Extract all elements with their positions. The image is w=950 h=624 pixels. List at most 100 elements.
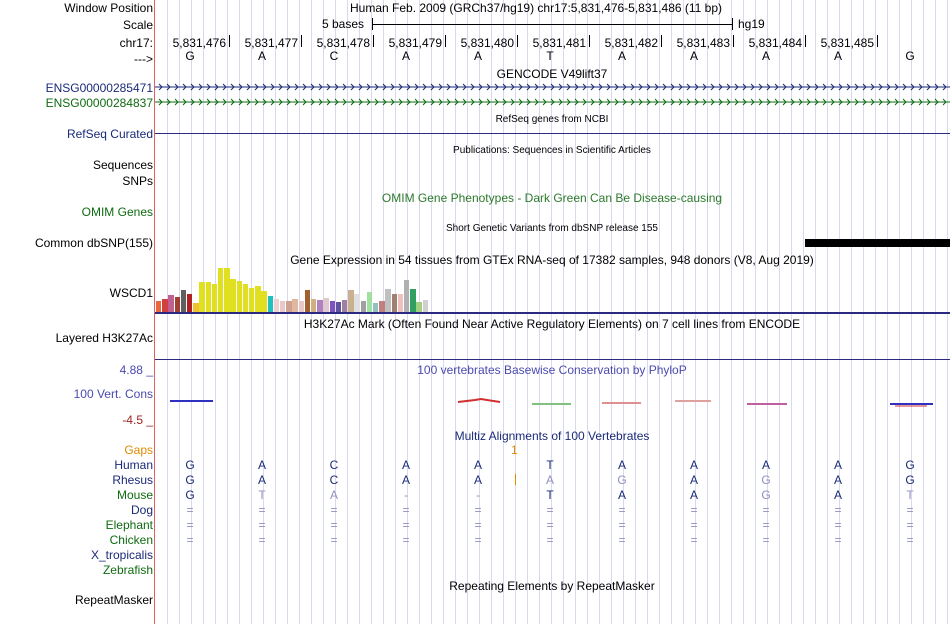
gtex-tissue-bar[interactable]	[174, 297, 180, 312]
repeat-title[interactable]: Repeating Elements by RepeatMasker	[449, 579, 655, 593]
assembly-title[interactable]: Human Feb. 2009 (GRCh37/hg19) chr17:5,83…	[350, 1, 723, 15]
gtex-tissue-bar[interactable]	[379, 301, 385, 312]
gtex-tissue-bar[interactable]	[323, 298, 329, 312]
gtex-label[interactable]: WSCD1	[109, 286, 153, 300]
gtex-tissue-bar[interactable]	[187, 294, 193, 312]
gtex-tissue-bar[interactable]	[342, 300, 348, 312]
species-base: =	[402, 518, 410, 532]
species-base: A	[617, 488, 626, 502]
omim-title[interactable]: OMIM Gene Phenotypes - Dark Green Can Be…	[381, 191, 723, 205]
gtex-tissue-bar[interactable]	[385, 289, 391, 312]
species-base: A	[689, 458, 698, 472]
gencode-gene-1-label[interactable]: ENSG00000285471	[45, 81, 153, 95]
refseq-label[interactable]: RefSeq Curated	[66, 127, 153, 141]
repeat-label[interactable]: RepeatMasker	[74, 593, 153, 607]
reference-base: G	[905, 49, 915, 63]
species-base: =	[618, 533, 626, 547]
pubs-title[interactable]: Publications: Sequences in Scientific Ar…	[453, 145, 651, 156]
refseq-title[interactable]: RefSeq genes from NCBI	[495, 114, 609, 125]
species-label[interactable]: X_tropicalis	[90, 548, 153, 562]
species-base: T	[546, 488, 554, 502]
gtex-tissue-bar[interactable]	[255, 286, 261, 312]
gtex-tissue-bar[interactable]	[230, 279, 236, 312]
species-label[interactable]: Mouse	[116, 488, 153, 502]
gtex-tissue-bar[interactable]	[360, 301, 366, 312]
coordinate-tick	[733, 35, 734, 47]
gtex-tissue-bar[interactable]	[304, 290, 311, 312]
species-label[interactable]: Chicken	[109, 533, 153, 547]
gtex-tissue-bar[interactable]	[317, 300, 323, 312]
species-base: =	[906, 503, 914, 517]
gtex-tissue-bar[interactable]	[199, 282, 205, 312]
gtex-tissue-bar[interactable]	[249, 288, 255, 312]
coordinate-tick	[301, 35, 302, 47]
gtex-tissue-bar[interactable]	[218, 268, 224, 312]
species-label[interactable]: Rhesus	[112, 473, 153, 487]
species-base: A	[833, 458, 842, 472]
gaps-label[interactable]: Gaps	[124, 443, 153, 457]
species-label[interactable]: Dog	[130, 503, 153, 517]
gtex-tissue-bar[interactable]	[292, 299, 298, 312]
gtex-tissue-bar[interactable]	[193, 303, 199, 312]
gtex-tissue-bar[interactable]	[273, 299, 280, 312]
gtex-tissue-bar[interactable]	[286, 301, 292, 312]
species-base: =	[402, 503, 410, 517]
gtex-tissue-bar[interactable]	[410, 289, 416, 312]
gtex-tissue-bar[interactable]	[236, 281, 242, 312]
gtex-tissue-bar[interactable]	[298, 301, 304, 312]
gtex-tissue-bar[interactable]	[224, 268, 230, 312]
gtex-tissue-bar[interactable]	[354, 294, 360, 312]
snps-label[interactable]: SNPs	[122, 174, 153, 188]
gtex-tissue-bar[interactable]	[261, 291, 267, 312]
omim-label[interactable]: OMIM Genes	[81, 205, 153, 219]
gtex-tissue-bar[interactable]	[366, 292, 373, 312]
gtex-tissue-bar[interactable]	[242, 284, 249, 312]
species-base: G	[185, 488, 195, 502]
phylop-title[interactable]: 100 vertebrates Basewise Conservation by…	[417, 363, 687, 377]
gencode-title[interactable]: GENCODE V49lift37	[496, 67, 608, 81]
gtex-tissue-bar[interactable]	[267, 296, 273, 312]
gtex-tissue-bar[interactable]	[404, 280, 410, 312]
gtex-tissue-bar[interactable]	[391, 294, 397, 312]
gtex-tissue-bar[interactable]	[416, 302, 422, 312]
species-base: G	[905, 473, 915, 487]
gtex-tissue-bar[interactable]	[180, 290, 187, 312]
gtex-tissue-bar[interactable]	[422, 300, 428, 312]
gtex-tissue-bar[interactable]	[156, 301, 162, 312]
species-label[interactable]: Elephant	[105, 518, 153, 532]
gtex-tissue-bar[interactable]	[205, 282, 211, 312]
gtex-tissue-bar[interactable]	[373, 303, 379, 312]
gtex-tissue-bar[interactable]	[348, 290, 354, 312]
dbsnp-label[interactable]: Common dbSNP(155)	[34, 236, 153, 250]
gencode-gene-tracks[interactable]	[155, 80, 950, 110]
species-label[interactable]: Zebrafish	[102, 563, 153, 577]
species-base: =	[690, 533, 698, 547]
gtex-title[interactable]: Gene Expression in 54 tissues from GTEx …	[290, 253, 814, 267]
gtex-tissue-bar[interactable]	[311, 299, 317, 312]
gencode-gene-2-label[interactable]: ENSG00000284837	[45, 96, 153, 110]
coordinate-label: 5,831,479	[388, 36, 442, 50]
gtex-tissue-bar[interactable]	[397, 294, 404, 312]
species-base: =	[906, 518, 914, 532]
dbsnp-title[interactable]: Short Genetic Variants from dbSNP releas…	[446, 223, 658, 234]
gtex-tissue-bar[interactable]	[162, 299, 168, 312]
species-base: A	[257, 473, 266, 487]
dbsnp-variant-bar[interactable]	[805, 239, 950, 247]
species-label[interactable]: Human	[114, 458, 153, 472]
gtex-baseline	[155, 312, 950, 314]
h3k27ac-line	[155, 359, 950, 360]
coordinate-tick	[877, 35, 878, 47]
gtex-tissue-bar[interactable]	[280, 301, 286, 312]
gtex-tissue-bar[interactable]	[329, 301, 335, 312]
sequences-label[interactable]: Sequences	[92, 158, 153, 172]
scale-label: Scale	[122, 18, 153, 32]
species-base: =	[186, 503, 194, 517]
multiz-title[interactable]: Multiz Alignments of 100 Vertebrates	[454, 429, 650, 443]
gtex-tissue-bar[interactable]	[335, 302, 342, 312]
phylop-label[interactable]: 100 Vert. Cons	[73, 387, 153, 401]
gtex-tissue-bar[interactable]	[168, 295, 174, 312]
h3k27ac-label[interactable]: Layered H3K27Ac	[55, 331, 153, 345]
gtex-tissue-bar[interactable]	[211, 284, 218, 312]
h3k27ac-title[interactable]: H3K27Ac Mark (Often Found Near Active Re…	[303, 317, 801, 331]
phylop-conservation-plot[interactable]	[155, 392, 950, 412]
